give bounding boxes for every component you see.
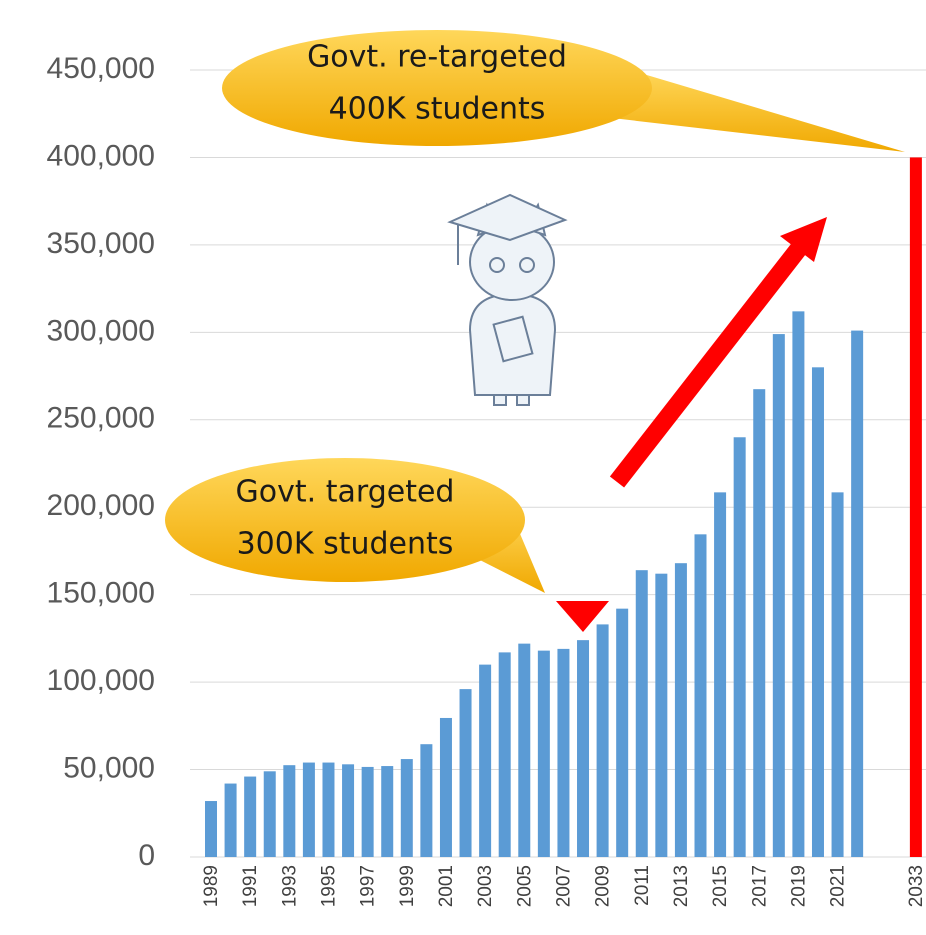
bar [577,640,590,857]
bar [263,771,276,857]
callout-tail [470,510,545,593]
y-tick-label: 150,000 [47,577,155,610]
callout-bubble [222,30,652,146]
annotation: Govt. targeted [236,475,455,510]
x-tick-label: 2011 [632,865,653,906]
bar [224,783,237,857]
y-tick-label: 450,000 [47,52,155,85]
bar [694,534,707,857]
bar [616,608,629,857]
bar [479,664,492,857]
bar [811,367,824,857]
x-tick-label: 1991 [240,865,261,907]
x-tick-label: 1997 [358,865,379,907]
bar [283,765,296,857]
bar [753,389,766,857]
bar [635,570,648,857]
x-tick-label: 2021 [828,865,849,907]
bar [498,652,511,857]
x-tick-label: 2005 [514,865,535,907]
x-tick-label: 2017 [749,865,770,907]
bar [714,492,727,857]
y-tick-label: 250,000 [47,402,155,435]
bar [909,157,922,857]
x-tick-label: 2001 [436,865,457,907]
bar [205,801,217,857]
graduate-figure [447,193,568,406]
bar [537,650,550,857]
bar [518,643,531,857]
bar [361,766,374,857]
x-tick-label: 2009 [593,865,614,907]
arrow-head [780,217,827,262]
y-tick-label: 350,000 [47,227,155,260]
bar [674,563,687,857]
bar [420,744,433,857]
bar [596,624,609,857]
x-tick-label: 2015 [710,865,731,907]
bar [831,492,844,857]
annotation: 300K students [237,527,454,562]
x-tick-label: 2033 [906,865,926,907]
bar [322,762,335,857]
y-tick-label: 200,000 [47,489,155,522]
bar [439,717,452,857]
bar [792,311,805,857]
bar [302,762,315,857]
trend-arrow [609,241,808,488]
x-tick-label: 1993 [279,865,300,907]
bar [381,766,394,857]
annotation: Govt. re-targeted [307,40,567,75]
x-tick-label: 2013 [671,865,692,907]
x-tick-label: 2007 [553,865,574,907]
bar [244,776,257,857]
bar [459,689,472,857]
x-tick-label: 2019 [788,865,809,907]
callout-bubble [165,458,525,582]
annotation: 400K students [329,92,546,127]
bar [772,334,785,857]
y-tick-label: 400,000 [47,139,155,172]
bar [655,573,668,857]
x-tick-label: 1995 [318,865,339,907]
bar [557,648,570,857]
y-tick-label: 0 [138,839,155,872]
bar [733,437,746,857]
y-tick-label: 50,000 [63,751,155,784]
x-tick-label: 1989 [201,865,222,907]
x-tick-label: 2003 [475,865,496,907]
y-tick-label: 300,000 [47,314,155,347]
bar [400,759,413,857]
bar [851,330,864,857]
bar [342,764,355,857]
y-tick-label: 100,000 [47,664,155,697]
x-tick-label: 1999 [397,865,418,907]
marker-triangle [556,601,609,632]
